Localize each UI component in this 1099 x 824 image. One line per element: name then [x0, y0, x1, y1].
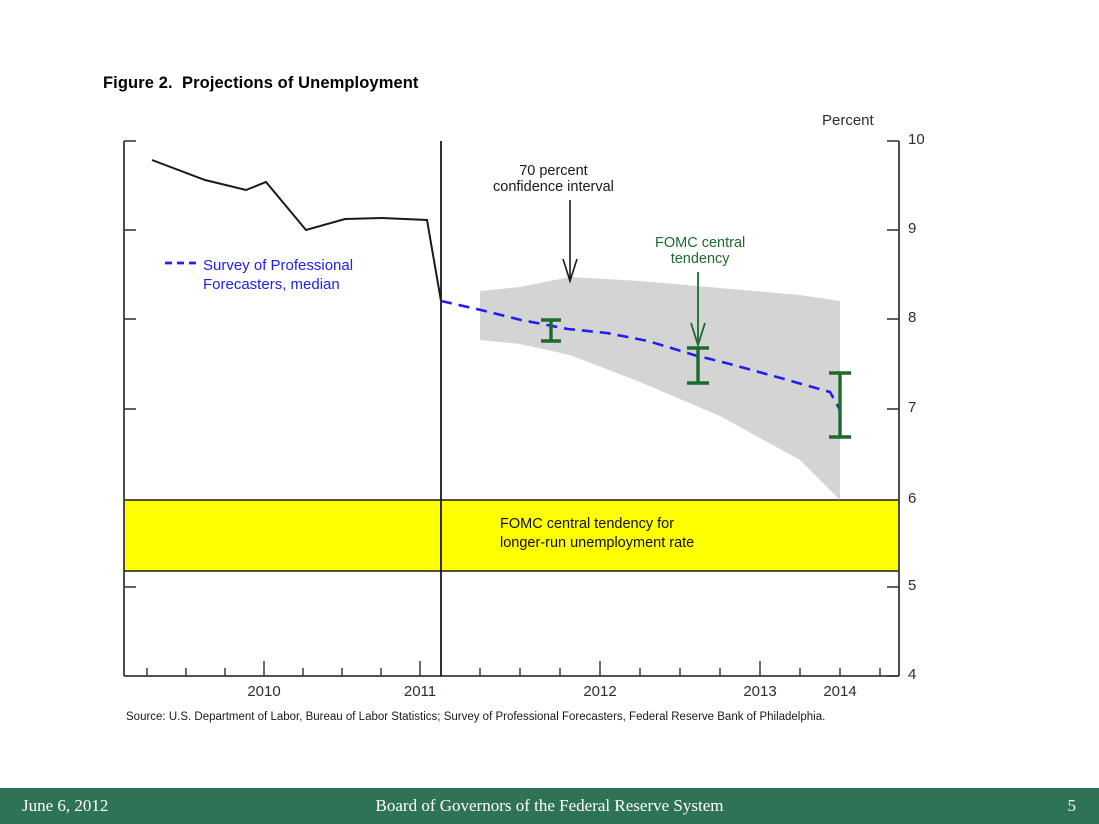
source-note: Source: U.S. Department of Labor, Bureau…: [126, 711, 826, 723]
y-tick-5: 5: [908, 577, 917, 594]
footer-page-number: 5: [1067, 796, 1077, 815]
y-tick-9: 9: [908, 220, 917, 237]
confidence-band-shape: [480, 277, 840, 500]
x-tick-2012: 2012: [583, 683, 617, 700]
fomc-error-bar-2012: [541, 318, 561, 343]
y-tick-4: 4: [908, 666, 917, 683]
y-tick-7: 7: [908, 399, 917, 416]
y-tick-6: 6: [908, 490, 917, 507]
legend-label-spf: Survey of Professional Forecasters, medi…: [203, 257, 354, 293]
x-tick-2011: 2011: [403, 683, 437, 700]
footer-bar: June 6, 2012 Board of Governors of the F…: [0, 788, 1099, 824]
longer-run-band-rect: [124, 500, 899, 571]
x-tick-2013: 2013: [743, 683, 777, 700]
confidence-interval-arrow: [562, 200, 578, 284]
spf-projection-line: [440, 299, 842, 411]
y-tick-10: 10: [908, 131, 925, 148]
x-tick-2014: 2014: [823, 683, 857, 700]
fomc-error-bar-2014: [829, 371, 851, 439]
y-axis-title: Percent: [822, 112, 874, 129]
x-tick-2010: 2010: [247, 683, 281, 700]
footer-title: Board of Governors of the Federal Reserv…: [375, 796, 724, 815]
history-line: [151, 159, 442, 302]
fomc-tendency-arrow: [690, 272, 706, 348]
longer-run-band-annotation: FOMC central tendency for longer-run une…: [500, 516, 695, 551]
figure-title: Figure 2. Projections of Unemployment: [103, 74, 419, 92]
fomc-error-bar-2013: [687, 346, 709, 385]
confidence-interval-annotation: 70 percent confidence interval: [493, 163, 614, 195]
footer-date: June 6, 2012: [22, 796, 109, 815]
y-tick-8: 8: [908, 309, 917, 326]
fomc-tendency-annotation: FOMC central tendency: [655, 235, 746, 267]
